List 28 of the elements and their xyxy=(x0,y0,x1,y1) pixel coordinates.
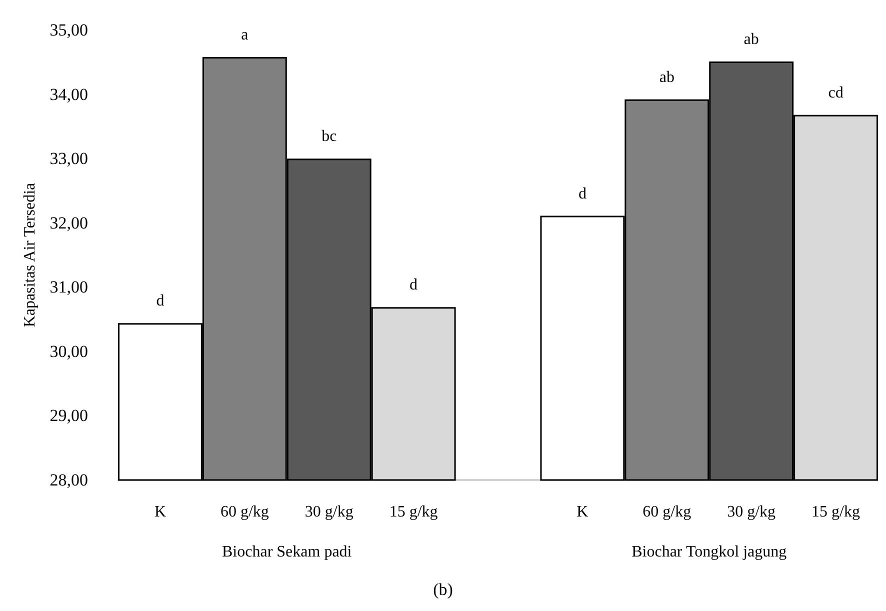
x-tick-label: 30 g/kg xyxy=(304,504,354,520)
x-tick-label: 15 g/kg xyxy=(812,504,860,520)
text: Biochar Tongkol jagung xyxy=(632,544,787,560)
x-tick-label: 60 g/kg xyxy=(642,504,692,520)
data-label: d xyxy=(156,292,164,310)
data-label: a xyxy=(241,26,248,44)
y-tick-label: 31,00 xyxy=(50,278,88,297)
y-tick-label: 30,00 xyxy=(50,342,88,361)
x-tick-label: K xyxy=(576,504,589,520)
data-label: d xyxy=(410,276,418,294)
y-tick-label: 29,00 xyxy=(50,406,88,426)
x-tick-label: 60 g/kg xyxy=(220,504,269,520)
x-tick-label: 15 g/kg xyxy=(389,504,438,520)
data-label: d xyxy=(578,185,586,202)
text: Biochar Sekam padi xyxy=(222,544,352,560)
y-tick-label: 32,00 xyxy=(50,213,88,232)
y-tick-label: 33,00 xyxy=(50,149,88,168)
x-tick-label: K xyxy=(154,504,166,520)
y-tick-label: 35,00 xyxy=(50,20,88,40)
data-label: bc xyxy=(322,128,337,146)
text: (b) xyxy=(433,580,453,599)
x-tick-label: 30 g/kg xyxy=(727,504,776,520)
data-label: ab xyxy=(659,68,674,86)
data-label: cd xyxy=(828,84,844,102)
y-tick-label: 28,00 xyxy=(50,470,88,490)
data-label: ab xyxy=(744,31,759,48)
y-axis-title: Kapasitas Air Tersedia xyxy=(22,182,38,328)
y-tick-label: 34,00 xyxy=(50,84,88,104)
